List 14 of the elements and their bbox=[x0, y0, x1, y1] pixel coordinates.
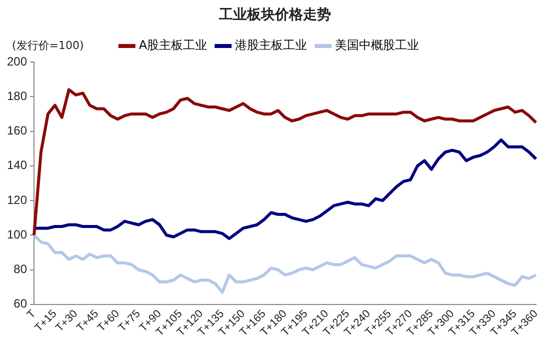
x-tick-label: T bbox=[25, 308, 38, 322]
y-tick-label: 200 bbox=[6, 54, 28, 68]
legend-label: 港股主板工业 bbox=[235, 38, 308, 52]
legend-label: A股主板工业 bbox=[138, 38, 208, 52]
y-tick-label: 140 bbox=[6, 158, 28, 172]
text: (发行价=100) bbox=[12, 38, 84, 52]
y-tick-label: 60 bbox=[14, 296, 28, 311]
legend-label: 美国中概股工业 bbox=[335, 38, 420, 52]
y-tick-label: 100 bbox=[6, 227, 28, 242]
y-tick-label: 80 bbox=[14, 262, 28, 276]
y-tick-label: 180 bbox=[6, 88, 28, 103]
chart-title: 工业板块价格走势 bbox=[218, 6, 332, 25]
y-tick-label: 160 bbox=[6, 124, 28, 138]
y-tick-label: 120 bbox=[6, 192, 28, 207]
